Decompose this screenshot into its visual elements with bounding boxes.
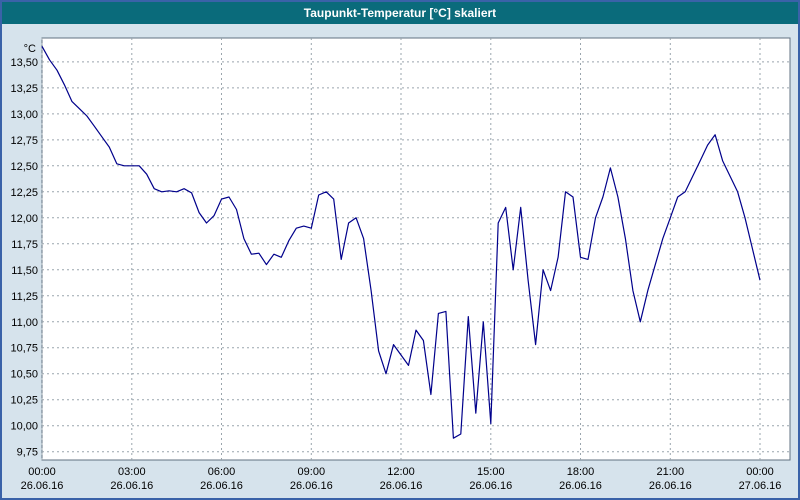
svg-text:27.06.16: 27.06.16 xyxy=(739,480,782,492)
svg-text:03:00: 03:00 xyxy=(118,466,146,478)
svg-text:15:00: 15:00 xyxy=(477,466,505,478)
svg-text:11,50: 11,50 xyxy=(11,265,38,277)
svg-text:12:00: 12:00 xyxy=(387,466,415,478)
svg-text:10,75: 10,75 xyxy=(10,343,38,355)
svg-text:12,50: 12,50 xyxy=(10,161,38,173)
svg-text:26.06.16: 26.06.16 xyxy=(21,480,64,492)
svg-text:00:00: 00:00 xyxy=(28,466,56,478)
svg-text:°C: °C xyxy=(24,43,36,55)
svg-text:00:00: 00:00 xyxy=(746,466,774,478)
svg-text:26.06.16: 26.06.16 xyxy=(200,480,243,492)
dewpoint-line-chart: 13,50 13,25 13,00 12,75 12,50 12,25 12,00 11,75… xyxy=(10,37,791,492)
svg-text:26.06.16: 26.06.16 xyxy=(380,480,423,492)
svg-text:9,75: 9,75 xyxy=(17,447,38,459)
svg-text:12,00: 12,00 xyxy=(10,213,38,225)
svg-text:26.06.16: 26.06.16 xyxy=(649,480,692,492)
svg-text:12,75: 12,75 xyxy=(10,135,38,147)
svg-text:06:00: 06:00 xyxy=(208,466,236,478)
svg-text:11,00: 11,00 xyxy=(11,317,38,329)
svg-text:09:00: 09:00 xyxy=(298,466,326,478)
svg-text:26.06.16: 26.06.16 xyxy=(110,480,153,492)
svg-text:13,00: 13,00 xyxy=(10,109,38,121)
svg-text:13,50: 13,50 xyxy=(10,57,38,69)
svg-text:26.06.16: 26.06.16 xyxy=(469,480,512,492)
chart-title: Taupunkt-Temperatur [°C] skaliert xyxy=(303,6,497,20)
svg-text:11,25: 11,25 xyxy=(11,291,38,303)
chart-title-bar: Taupunkt-Temperatur [°C] skaliert xyxy=(2,2,798,24)
svg-text:12,25: 12,25 xyxy=(10,187,38,199)
svg-text:26.06.16: 26.06.16 xyxy=(559,480,602,492)
svg-text:10,25: 10,25 xyxy=(10,395,38,407)
svg-text:26.06.16: 26.06.16 xyxy=(290,480,333,492)
chart-area: 13,50 13,25 13,00 12,75 12,50 12,25 12,00 11,75… xyxy=(2,24,798,498)
svg-text:11,75: 11,75 xyxy=(11,239,38,251)
svg-text:10,50: 10,50 xyxy=(10,369,38,381)
svg-text:21:00: 21:00 xyxy=(657,466,685,478)
svg-text:10,00: 10,00 xyxy=(10,421,38,433)
svg-text:13,25: 13,25 xyxy=(10,83,38,95)
svg-text:18:00: 18:00 xyxy=(567,466,595,478)
